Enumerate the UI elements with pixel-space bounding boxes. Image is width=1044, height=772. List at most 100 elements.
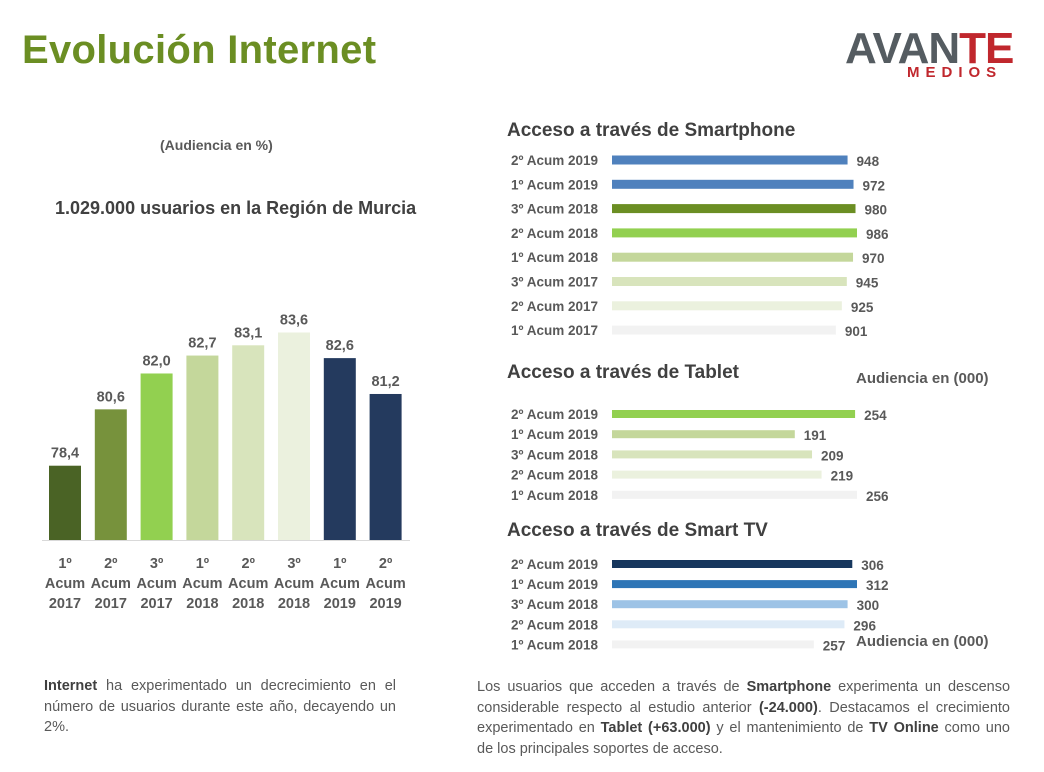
x-tick-label: Acum bbox=[45, 576, 85, 592]
smartphone-bar-7 bbox=[612, 325, 836, 335]
smarttv-category-label: 2º Acum 2018 bbox=[511, 617, 598, 632]
smartphone-value-label: 986 bbox=[866, 227, 889, 242]
bar-0 bbox=[49, 465, 81, 540]
users-headline: 1.029.000 usuarios en la Región de Murci… bbox=[55, 198, 417, 218]
x-tick-label: 2018 bbox=[232, 596, 264, 612]
smartphone-value-label: 901 bbox=[845, 324, 868, 339]
smarttv-category-label: 1º Acum 2018 bbox=[511, 637, 598, 652]
paragraph-bold-internet: Internet bbox=[44, 678, 98, 694]
x-tick-label: 2019 bbox=[324, 596, 356, 612]
tablet-category-label: 2º Acum 2018 bbox=[511, 468, 598, 483]
avante-medios-logo: AVANTE MEDIOS bbox=[845, 24, 1015, 84]
smartphone-value-label: 925 bbox=[851, 300, 874, 315]
x-tick-label: 2018 bbox=[278, 596, 310, 612]
x-tick-label: Acum bbox=[136, 576, 176, 592]
smarttv-value-label: 257 bbox=[823, 638, 846, 653]
tablet-value-label: 191 bbox=[804, 428, 827, 443]
smartphone-category-label: 1º Acum 2019 bbox=[511, 177, 598, 192]
smartphone-value-label: 945 bbox=[856, 276, 879, 291]
bar-2 bbox=[140, 373, 173, 540]
internet-summary-paragraph: Internet ha experimentado un decrecimien… bbox=[44, 676, 396, 738]
x-tick-label: 2º bbox=[104, 556, 118, 572]
access-summary-paragraph: Los usuarios que acceden a través de Sma… bbox=[477, 677, 1010, 759]
x-tick-label: Acum bbox=[274, 576, 314, 592]
x-tick-label: Acum bbox=[228, 576, 268, 592]
bar-5 bbox=[278, 332, 310, 540]
x-tick-label: 2017 bbox=[49, 596, 81, 612]
audience-note: (Audiencia en %) bbox=[160, 137, 273, 153]
smartphone-category-label: 2º Acum 2018 bbox=[511, 226, 598, 241]
paragraph-bold-smartphone: Smartphone bbox=[746, 679, 832, 695]
tablet-bar-2 bbox=[612, 450, 813, 459]
tablet-category-label: 3º Acum 2018 bbox=[511, 447, 598, 462]
smartphone-bar-6 bbox=[612, 301, 842, 311]
bar-4 bbox=[232, 345, 265, 540]
smartphone-bar-4 bbox=[612, 252, 854, 262]
x-tick-label: 3º bbox=[287, 556, 301, 572]
logo-wordmark-main: AVAN bbox=[845, 24, 960, 73]
smarttv-value-label: 300 bbox=[857, 598, 880, 613]
smartphone-value-label: 970 bbox=[862, 251, 885, 266]
bar-3 bbox=[186, 355, 219, 540]
bar-6 bbox=[323, 358, 356, 540]
x-tick-label: Acum bbox=[91, 576, 131, 592]
smartphone-bar-3 bbox=[612, 228, 857, 238]
x-tick-label: 2018 bbox=[186, 596, 218, 612]
bar-data-label: 80,6 bbox=[97, 389, 125, 405]
smarttv-category-label: 2º Acum 2019 bbox=[511, 557, 598, 572]
smarttv-category-label: 3º Acum 2018 bbox=[511, 597, 598, 612]
paragraph-text: Los usuarios que acceden a través de bbox=[477, 679, 747, 695]
x-tick-label: Acum bbox=[320, 576, 360, 592]
smarttv-category-label: 1º Acum 2019 bbox=[511, 577, 598, 592]
paragraph-text: y el mantenimiento de bbox=[710, 720, 870, 736]
tablet-value-label: 209 bbox=[821, 448, 844, 463]
paragraph-text: . Destacamos el crecimiento experimentad… bbox=[477, 699, 1010, 737]
bar-data-label: 78,4 bbox=[51, 446, 79, 462]
smartphone-bar-0 bbox=[612, 155, 848, 165]
smartphone-category-label: 1º Acum 2017 bbox=[511, 323, 598, 338]
x-tick-label: 1º bbox=[196, 556, 210, 572]
bar-data-label: 83,1 bbox=[234, 325, 262, 341]
tablet-value-label: 256 bbox=[866, 489, 889, 504]
paragraph-text: ha experimentado un decrecimiento en el … bbox=[44, 678, 396, 735]
bar-data-label: 83,6 bbox=[280, 312, 308, 328]
smarttv-bar-0 bbox=[612, 560, 853, 568]
smartphone-bar-2 bbox=[612, 204, 856, 214]
logo-wordmark-accent: TE bbox=[959, 24, 1014, 73]
smartphone-category-label: 3º Acum 2018 bbox=[511, 202, 598, 217]
tablet-bar-3 bbox=[612, 470, 822, 479]
smarttv-bar-3 bbox=[612, 620, 845, 629]
paragraph-text: experimenta un descenso considerable res… bbox=[477, 679, 1011, 716]
smarttv-bar-1 bbox=[612, 580, 857, 589]
x-tick-label: 2017 bbox=[95, 596, 127, 612]
tablet-chart-title: Acceso a través de Tablet bbox=[507, 362, 739, 383]
smartphone-category-label: 2º Acum 2017 bbox=[511, 299, 598, 314]
smarttv-value-label: 306 bbox=[861, 558, 884, 573]
logo-wordmark: AVANTE bbox=[845, 24, 1014, 74]
tablet-category-label: 1º Acum 2019 bbox=[511, 427, 598, 442]
smartphone-category-label: 3º Acum 2017 bbox=[511, 275, 598, 290]
bar-data-label: 82,7 bbox=[188, 336, 216, 352]
bar-data-label: 82,0 bbox=[142, 353, 170, 369]
logo-subtitle: MEDIOS bbox=[907, 64, 1003, 81]
tablet-category-label: 2º Acum 2019 bbox=[511, 407, 598, 422]
paragraph-bold-tv-online: TV Online bbox=[869, 720, 939, 736]
smarttv-value-label: 312 bbox=[866, 578, 889, 593]
paragraph-bold-tablet: Tablet (+63.000) bbox=[600, 720, 711, 736]
x-tick-label: 1º bbox=[333, 556, 347, 572]
smarttv-chart-title: Acceso a través de Smart TV bbox=[507, 520, 768, 541]
smartphone-category-label: 1º Acum 2018 bbox=[511, 250, 598, 265]
tablet-value-label: 254 bbox=[864, 408, 887, 423]
x-tick-label: 2º bbox=[242, 556, 256, 572]
x-tick-label: Acum bbox=[182, 576, 222, 592]
paragraph-text: como uno de los principales soportes de … bbox=[477, 720, 1010, 757]
bar-1 bbox=[94, 409, 127, 540]
smartphone-chart-title: Acceso a través de Smartphone bbox=[507, 120, 796, 141]
smarttv-value-label: 296 bbox=[853, 618, 876, 633]
tablet-bar-0 bbox=[612, 410, 856, 418]
smartphone-bar-1 bbox=[612, 179, 854, 189]
x-tick-label: 2º bbox=[379, 556, 393, 572]
smartphone-value-label: 948 bbox=[857, 154, 880, 169]
bar-data-label: 81,2 bbox=[371, 374, 399, 390]
smarttv-bar-4 bbox=[612, 640, 814, 649]
